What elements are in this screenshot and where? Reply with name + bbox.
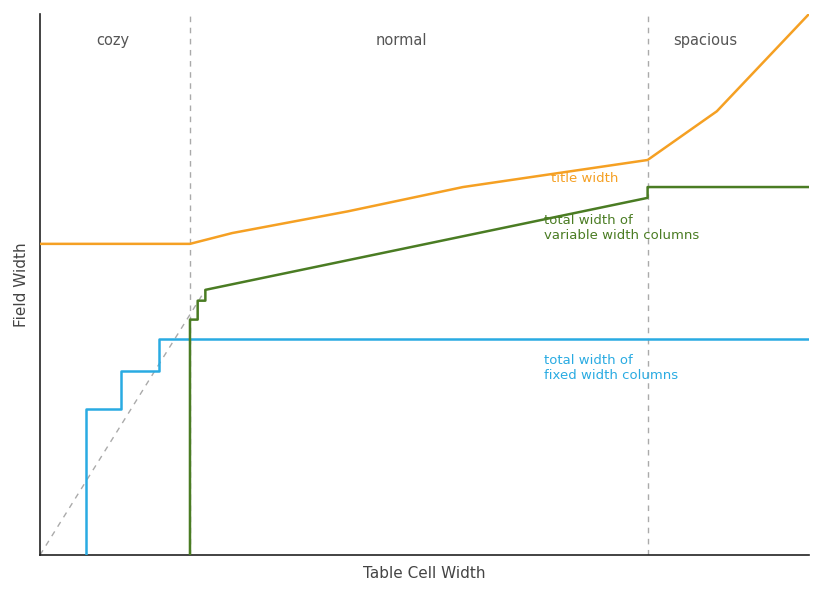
Text: spacious: spacious: [673, 33, 737, 48]
Y-axis label: Field Width: Field Width: [14, 242, 29, 327]
Text: title width: title width: [551, 173, 619, 186]
Text: total width of
variable width columns: total width of variable width columns: [544, 214, 699, 242]
Text: total width of
fixed width columns: total width of fixed width columns: [544, 354, 678, 383]
Text: normal: normal: [376, 33, 427, 48]
Text: cozy: cozy: [96, 33, 130, 48]
X-axis label: Table Cell Width: Table Cell Width: [363, 566, 486, 581]
